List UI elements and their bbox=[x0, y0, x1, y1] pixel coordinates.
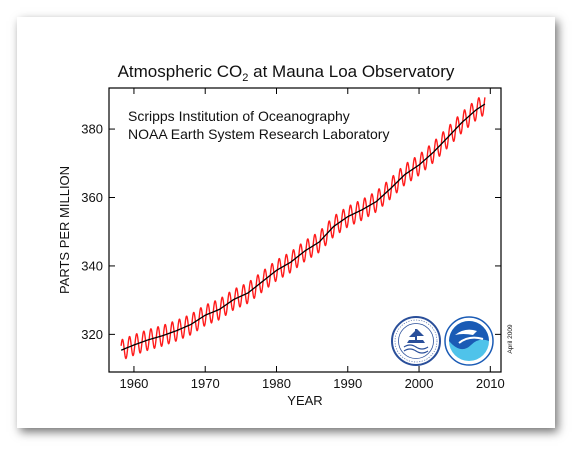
chart-title: Atmospheric CO2 at Mauna Loa Observatory bbox=[118, 62, 455, 84]
annotation-scripps: Scripps Institution of Oceanography bbox=[128, 108, 350, 124]
chart-title-subscript: 2 bbox=[242, 72, 248, 84]
x-tick-label: 1980 bbox=[262, 376, 291, 391]
y-tick-label: 340 bbox=[81, 258, 103, 273]
y-tick-label: 360 bbox=[81, 190, 103, 205]
chart-title-main: Atmospheric CO bbox=[118, 62, 243, 81]
x-axis-label: YEAR bbox=[287, 393, 322, 408]
chart-title-rest: at Mauna Loa Observatory bbox=[248, 62, 455, 81]
noaa-logo-icon bbox=[444, 316, 494, 366]
x-tick-label: 1970 bbox=[191, 376, 220, 391]
scripps-seal-icon bbox=[391, 316, 441, 366]
y-axis-label: PARTS PER MILLION bbox=[57, 166, 72, 294]
co2-chart: Atmospheric CO2 at Mauna Loa Observatory… bbox=[57, 62, 514, 408]
plot-frame bbox=[108, 87, 502, 373]
x-tick-label: 2010 bbox=[476, 376, 505, 391]
x-tick-label: 1960 bbox=[119, 376, 148, 391]
figure-card: Atmospheric CO2 at Mauna Loa Observatory… bbox=[17, 17, 555, 428]
x-tick-label: 1990 bbox=[333, 376, 362, 391]
y-tick-label: 320 bbox=[81, 327, 103, 342]
trend-co2-line bbox=[120, 103, 486, 351]
date-stamp: April 2009 bbox=[507, 324, 514, 354]
annotation-noaa: NOAA Earth System Research Laboratory bbox=[128, 126, 389, 142]
series-layer bbox=[120, 97, 486, 360]
y-tick-label: 380 bbox=[81, 122, 103, 137]
axis-ticks: 1960 1970 1980 1990 2000 2010 320 340 360 380 bbox=[81, 88, 505, 391]
seasonal-co2-line bbox=[120, 97, 486, 360]
x-tick-label: 2000 bbox=[405, 376, 434, 391]
